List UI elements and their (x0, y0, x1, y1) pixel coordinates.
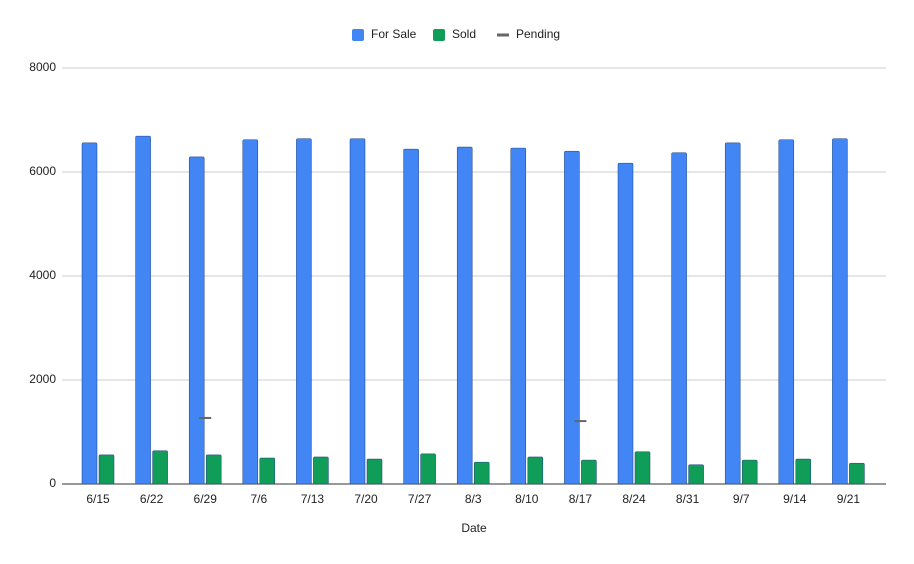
bar (473, 461, 490, 485)
bar (456, 146, 473, 485)
x-axis-title: Date (461, 521, 487, 535)
legend-label: For Sale (371, 27, 417, 41)
bar (403, 148, 419, 485)
x-tick-label: 6/29 (194, 492, 218, 506)
bar (98, 454, 115, 485)
bar (81, 142, 98, 485)
x-tick-label: 8/24 (622, 492, 646, 506)
legend-swatch (433, 29, 445, 41)
bar (527, 456, 544, 485)
bar (313, 456, 329, 485)
x-tick-label: 7/27 (408, 492, 432, 506)
legend-swatch (352, 29, 364, 41)
bar (188, 156, 205, 485)
legend-label: Sold (452, 27, 476, 41)
bar (296, 138, 312, 485)
bar (581, 459, 597, 485)
legend-label: Pending (516, 27, 560, 41)
bar (688, 464, 704, 485)
bar (420, 453, 436, 485)
x-tick-label: 9/21 (837, 492, 861, 506)
x-tick-label: 6/15 (86, 492, 110, 506)
x-tick-label: 7/13 (301, 492, 325, 506)
bar (671, 152, 687, 485)
x-tick-label: 8/31 (676, 492, 700, 506)
bar (849, 462, 865, 485)
bar (259, 457, 276, 485)
y-tick-label: 2000 (29, 372, 56, 386)
x-tick-label: 8/3 (465, 492, 482, 506)
bar (205, 454, 222, 485)
bar (349, 138, 366, 485)
bar (152, 450, 168, 485)
bar (778, 139, 795, 485)
bar (366, 458, 383, 485)
bar (564, 150, 580, 485)
bar (741, 459, 758, 485)
x-tick-label: 7/6 (250, 492, 267, 506)
x-tick-label: 8/10 (515, 492, 539, 506)
x-tick-label: 7/20 (354, 492, 378, 506)
y-tick-label: 6000 (29, 164, 56, 178)
bar (617, 162, 634, 485)
x-tick-label: 9/7 (733, 492, 750, 506)
bar (242, 139, 259, 485)
y-tick-label: 8000 (29, 60, 56, 74)
bar (135, 135, 151, 485)
x-tick-label: 8/17 (569, 492, 593, 506)
bar (795, 458, 812, 485)
bar (832, 138, 848, 485)
x-tick-label: 9/14 (783, 492, 807, 506)
bar (634, 451, 651, 485)
x-tick-label: 6/22 (140, 492, 164, 506)
bar (510, 147, 527, 485)
y-tick-label: 0 (49, 476, 56, 490)
bar (724, 142, 741, 485)
y-tick-label: 4000 (29, 268, 56, 282)
